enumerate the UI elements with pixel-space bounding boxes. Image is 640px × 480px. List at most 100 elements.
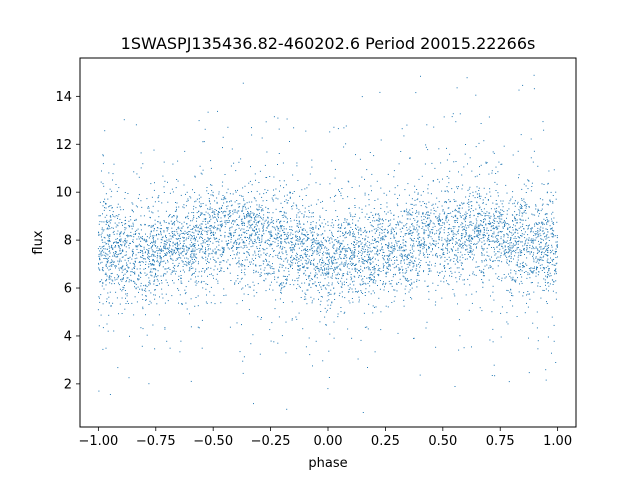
scatter-point (206, 226, 207, 228)
scatter-point (306, 263, 308, 265)
scatter-point (261, 205, 263, 206)
scatter-point (165, 234, 167, 236)
scatter-point (234, 231, 236, 233)
scatter-point (468, 237, 470, 239)
scatter-point (483, 140, 485, 142)
scatter-point (538, 240, 539, 242)
scatter-point (175, 187, 177, 189)
scatter-point (220, 226, 222, 228)
scatter-point (427, 253, 429, 255)
scatter-point (156, 234, 157, 235)
scatter-point (149, 235, 151, 237)
scatter-point (377, 269, 379, 271)
scatter-point (448, 182, 450, 184)
scatter-point (444, 267, 445, 269)
scatter-point (550, 233, 552, 235)
scatter-point (414, 199, 416, 201)
scatter-point (159, 265, 160, 267)
scatter-point (295, 236, 297, 238)
scatter-point (465, 294, 467, 296)
scatter-point (526, 257, 528, 259)
scatter-point (195, 280, 197, 282)
scatter-point (160, 242, 162, 244)
scatter-point (530, 138, 532, 140)
scatter-point (243, 204, 245, 206)
scatter-point (199, 236, 201, 238)
scatter-point (279, 283, 281, 285)
scatter-point (279, 285, 281, 287)
scatter-point (276, 281, 278, 283)
scatter-point (186, 262, 188, 264)
scatter-point (255, 179, 256, 181)
scatter-point (142, 308, 144, 310)
scatter-point (386, 255, 388, 257)
scatter-point (543, 268, 545, 270)
scatter-point (173, 233, 175, 235)
scatter-point (537, 224, 539, 225)
scatter-point (531, 186, 533, 187)
scatter-point (227, 268, 229, 270)
scatter-point (416, 216, 418, 218)
scatter-point (541, 251, 543, 253)
scatter-point (252, 334, 254, 336)
scatter-point (364, 178, 365, 180)
scatter-point (469, 274, 471, 276)
scatter-point (364, 238, 366, 240)
scatter-point (341, 223, 342, 225)
scatter-point (335, 220, 337, 221)
scatter-point (526, 277, 528, 279)
scatter-point (243, 293, 245, 295)
scatter-point (191, 245, 193, 247)
scatter-point (435, 253, 437, 255)
scatter-point (194, 249, 196, 251)
scatter-point (203, 218, 205, 220)
scatter-point (456, 87, 458, 89)
scatter-point (190, 251, 192, 252)
scatter-point (472, 210, 474, 212)
scatter-point (371, 230, 373, 232)
scatter-point (240, 237, 242, 239)
scatter-point (371, 267, 373, 268)
scatter-point (228, 236, 230, 238)
scatter-point (139, 264, 141, 266)
scatter-point (109, 275, 111, 277)
scatter-point (252, 229, 254, 231)
scatter-point (154, 348, 156, 350)
scatter-point (165, 293, 167, 295)
scatter-point (159, 228, 161, 230)
scatter-point (122, 251, 124, 252)
scatter-point (420, 216, 422, 218)
scatter-point (119, 303, 121, 305)
scatter-point (255, 224, 257, 226)
scatter-point (307, 249, 308, 250)
scatter-point (463, 228, 465, 230)
scatter-point (483, 219, 484, 221)
scatter-point (141, 345, 143, 347)
scatter-point (255, 219, 257, 221)
scatter-point (209, 241, 211, 243)
scatter-point (107, 254, 109, 256)
scatter-point (478, 142, 480, 144)
scatter-point (210, 232, 212, 234)
scatter-point (179, 248, 181, 250)
scatter-point (136, 238, 138, 240)
scatter-point (230, 255, 231, 256)
scatter-point (372, 305, 374, 307)
scatter-point (136, 246, 138, 248)
scatter-point (495, 203, 497, 205)
scatter-point (148, 263, 150, 265)
scatter-point (457, 186, 459, 188)
scatter-point (100, 234, 102, 236)
scatter-point (332, 236, 334, 237)
scatter-point (168, 238, 170, 240)
scatter-point (172, 233, 174, 234)
scatter-point (262, 227, 264, 229)
scatter-point (250, 206, 251, 208)
scatter-point (515, 264, 517, 266)
scatter-point (338, 283, 340, 284)
scatter-point (289, 247, 291, 249)
scatter-point (104, 237, 106, 239)
scatter-point (348, 289, 350, 290)
scatter-point (301, 233, 303, 235)
scatter-point (210, 232, 212, 233)
